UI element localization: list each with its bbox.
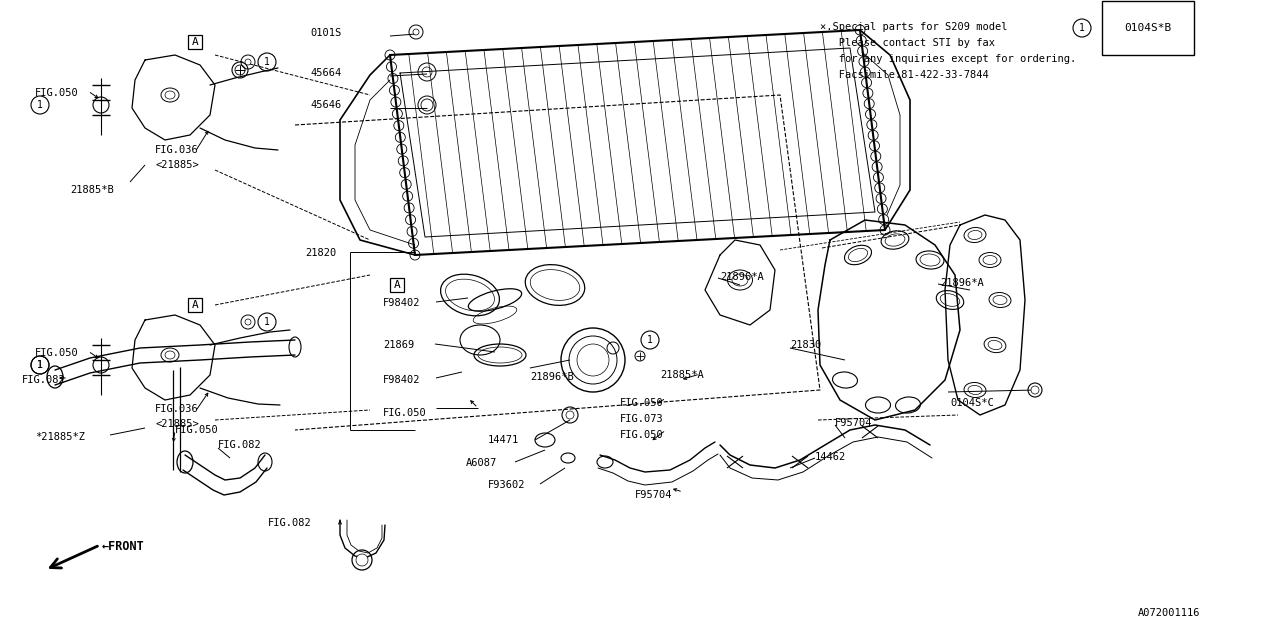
Text: FIG.050: FIG.050 xyxy=(383,408,426,418)
Text: FIG.082: FIG.082 xyxy=(218,440,261,450)
Text: A072001116: A072001116 xyxy=(1138,608,1201,618)
Text: ×.Special parts for S209 model: ×.Special parts for S209 model xyxy=(820,22,1007,32)
Text: 1: 1 xyxy=(37,100,44,110)
Text: FIG.050: FIG.050 xyxy=(35,348,79,358)
Text: FIG.082: FIG.082 xyxy=(22,375,65,385)
Text: 14462: 14462 xyxy=(815,452,846,462)
Text: 1: 1 xyxy=(264,317,270,327)
Text: 21885*A: 21885*A xyxy=(660,370,704,380)
Text: 45664: 45664 xyxy=(310,68,342,78)
Text: 21830: 21830 xyxy=(790,340,822,350)
Text: FIG.082: FIG.082 xyxy=(268,518,312,528)
Text: FIG.050: FIG.050 xyxy=(35,88,79,98)
Text: 1: 1 xyxy=(1079,23,1085,33)
Text: A: A xyxy=(192,37,198,47)
Bar xyxy=(390,278,404,292)
Text: <21885>: <21885> xyxy=(155,419,198,429)
Circle shape xyxy=(566,411,573,419)
Text: Please contact STI by fax: Please contact STI by fax xyxy=(820,38,995,48)
Text: 21896*A: 21896*A xyxy=(940,278,984,288)
Text: A: A xyxy=(192,300,198,310)
Bar xyxy=(188,35,202,49)
Text: 1: 1 xyxy=(648,335,653,345)
Text: ←FRONT: ←FRONT xyxy=(102,540,145,553)
Text: 21896*A: 21896*A xyxy=(719,272,764,282)
Text: 0104S*C: 0104S*C xyxy=(950,398,993,408)
Text: F95704: F95704 xyxy=(835,418,873,428)
Text: 21885*B: 21885*B xyxy=(70,185,114,195)
Circle shape xyxy=(413,29,419,35)
Text: for any inquiries except for ordering.: for any inquiries except for ordering. xyxy=(820,54,1076,64)
Text: F95704: F95704 xyxy=(635,490,672,500)
Text: 14471: 14471 xyxy=(488,435,520,445)
Text: F98402: F98402 xyxy=(383,375,421,385)
Text: F93602: F93602 xyxy=(488,480,526,490)
Circle shape xyxy=(244,59,251,65)
Text: 1: 1 xyxy=(37,360,44,370)
Text: Facsimile:81-422-33-7844: Facsimile:81-422-33-7844 xyxy=(820,70,988,80)
Circle shape xyxy=(244,319,251,325)
Circle shape xyxy=(1030,386,1039,394)
Text: <21885>: <21885> xyxy=(155,160,198,170)
Text: F98402: F98402 xyxy=(383,298,421,308)
Text: *21885*Z: *21885*Z xyxy=(35,432,84,442)
Text: 21896*B: 21896*B xyxy=(530,372,573,382)
Text: FIG.073: FIG.073 xyxy=(620,414,664,424)
Text: 21820: 21820 xyxy=(305,248,337,258)
Text: FIG.050: FIG.050 xyxy=(620,430,664,440)
Text: A: A xyxy=(394,280,401,290)
Text: 0104S*B: 0104S*B xyxy=(1124,23,1171,33)
Text: FIG.050: FIG.050 xyxy=(620,398,664,408)
Text: FIG.050: FIG.050 xyxy=(175,425,219,435)
Text: 45646: 45646 xyxy=(310,100,342,110)
Text: 21869: 21869 xyxy=(383,340,415,350)
Text: 0101S: 0101S xyxy=(310,28,342,38)
Text: FIG.036: FIG.036 xyxy=(155,145,198,155)
Bar xyxy=(188,298,202,312)
Text: A6087: A6087 xyxy=(466,458,497,468)
Text: 1: 1 xyxy=(264,57,270,67)
Text: FIG.036: FIG.036 xyxy=(155,404,198,414)
Text: 1: 1 xyxy=(37,360,44,370)
Circle shape xyxy=(356,554,369,566)
